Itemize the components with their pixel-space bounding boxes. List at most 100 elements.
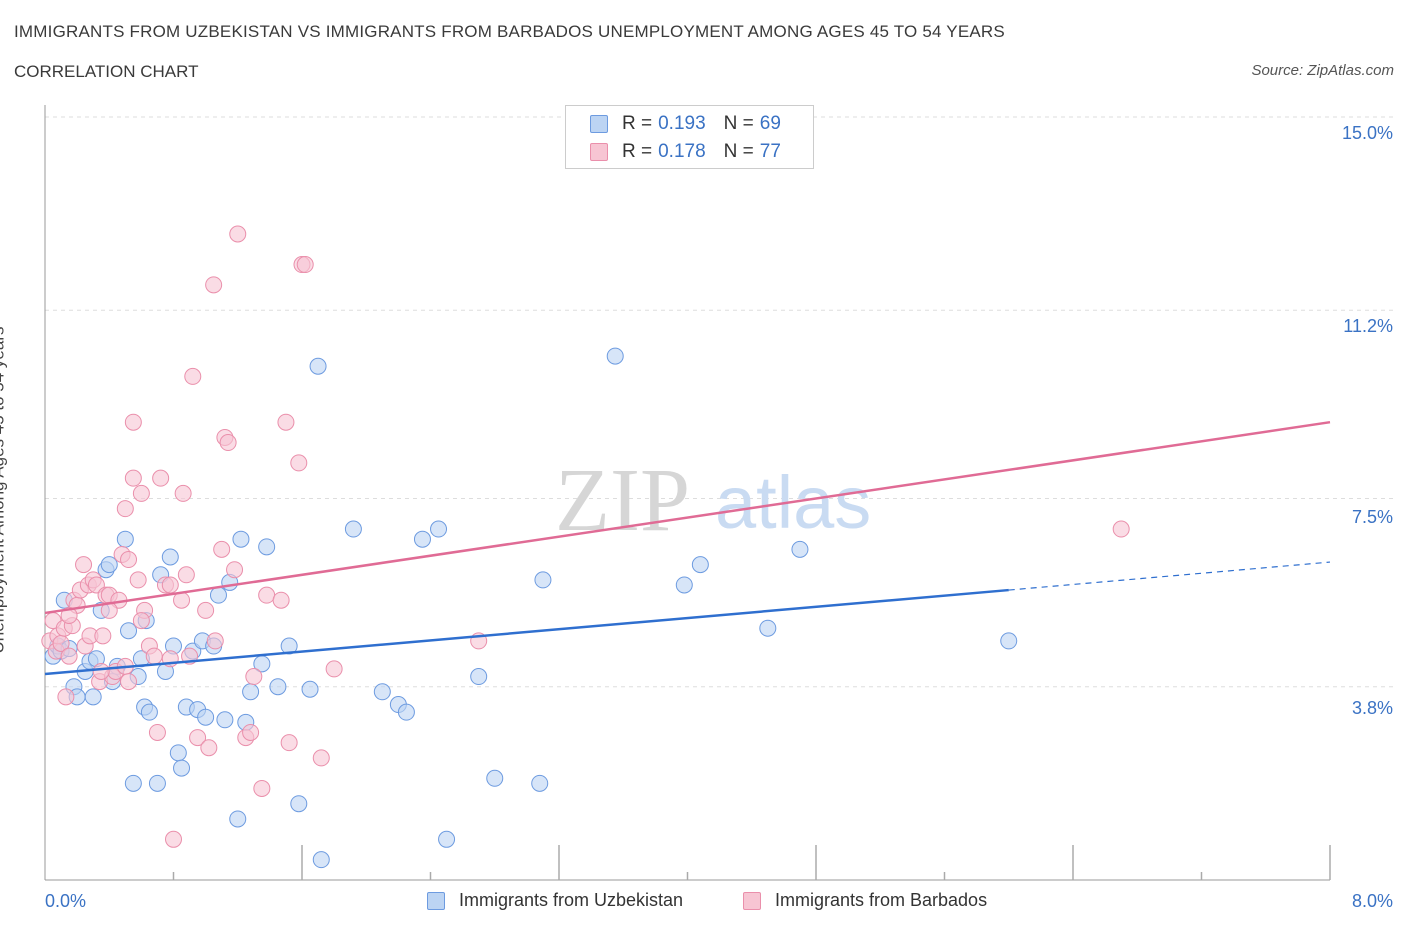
barbados-point xyxy=(124,469,142,487)
barbados-point xyxy=(245,668,263,686)
y-tick-label: 3.8% xyxy=(1351,698,1393,718)
uzbekistan-point xyxy=(197,708,215,726)
barbados-point xyxy=(60,647,78,665)
uzbekistan-point xyxy=(269,678,287,696)
barbados-point xyxy=(1112,520,1130,538)
uzbekistan-point xyxy=(373,683,391,701)
barbados-point xyxy=(296,256,314,274)
r-label: R = xyxy=(622,141,653,162)
legend-item-barbados[interactable]: Immigrants from Barbados xyxy=(743,890,987,911)
barbados-point xyxy=(242,723,260,741)
uzbekistan-point xyxy=(148,774,166,792)
barbados-point xyxy=(124,413,142,431)
uzbekistan-point xyxy=(169,744,187,762)
uzbekistan-point xyxy=(413,530,431,548)
uzbekistan-swatch xyxy=(427,891,445,910)
barbados-point xyxy=(120,551,138,569)
uzbekistan-point xyxy=(312,851,330,869)
n-value: 69 xyxy=(759,113,781,134)
barbados-point xyxy=(312,749,330,767)
uzbekistan-point xyxy=(397,703,415,721)
barbados-point xyxy=(165,830,182,848)
barbados-point xyxy=(206,632,224,650)
legend-row-uzbekistan: R = 0.193 N = 69 xyxy=(590,113,781,134)
barbados-point xyxy=(272,591,290,609)
barbados-point xyxy=(280,734,298,752)
uzbekistan-point xyxy=(301,680,319,698)
uzbekistan-point xyxy=(140,703,158,721)
x-tick-label: 0.0% xyxy=(45,891,87,911)
barbados-swatch xyxy=(743,891,761,910)
barbados-point xyxy=(132,612,150,630)
barbados-point xyxy=(253,779,271,797)
axes xyxy=(44,105,1331,881)
barbados-point xyxy=(161,576,179,594)
uzbekistan-point xyxy=(1000,632,1018,650)
chart-title: IMMIGRANTS FROM UZBEKISTAN VS IMMIGRANTS… xyxy=(14,22,1005,41)
n-label: N = xyxy=(723,141,754,162)
barbados-point xyxy=(229,225,247,243)
barbados-point xyxy=(129,571,147,589)
uzbekistan-trend-line xyxy=(44,588,1009,676)
barbados-point xyxy=(213,540,231,558)
uzbekistan-point xyxy=(531,774,549,792)
barbados-point xyxy=(219,434,237,452)
uzbekistan-point xyxy=(229,810,247,828)
source-credit: Source: ZipAtlas.com xyxy=(1251,62,1394,79)
uzbekistan-point xyxy=(309,357,327,375)
barbados-point xyxy=(226,561,244,579)
uzbekistan-point xyxy=(606,347,624,365)
uzbekistan-point xyxy=(691,556,709,574)
barbados-point xyxy=(325,660,343,678)
barbados-point xyxy=(120,673,138,691)
uzbekistan-point xyxy=(430,520,448,538)
barbados-swatch xyxy=(590,143,608,161)
y-tick-label: 11.2% xyxy=(1343,316,1393,336)
barbados-point xyxy=(197,601,215,619)
uzbekistan-point xyxy=(209,586,227,604)
uzbekistan-point xyxy=(280,637,298,655)
uzbekistan-point xyxy=(100,556,118,574)
stats-legend: R = 0.193 N = 69 R = 0.178 N = 77 xyxy=(565,105,814,169)
uzbekistan-point xyxy=(258,538,276,556)
y-tick-label: 15.0% xyxy=(1341,123,1393,143)
uzbekistan-point xyxy=(173,759,191,777)
barbados-point xyxy=(258,586,276,604)
barbados-trend-line xyxy=(44,420,1331,615)
barbados-point xyxy=(290,454,308,472)
uzbekistan-point xyxy=(486,769,504,787)
grid-lines xyxy=(45,116,1395,688)
uzbekistan-point xyxy=(124,774,142,792)
uzbekistan-point xyxy=(470,668,488,686)
uzbekistan-point xyxy=(161,548,179,566)
barbados-point xyxy=(189,729,207,747)
chart-subtitle: CORRELATION CHART xyxy=(14,62,199,81)
barbados-point xyxy=(116,500,134,518)
uzbekistan-point xyxy=(290,795,308,813)
uzbekistan-point xyxy=(242,683,260,701)
uzbekistan-point xyxy=(534,571,552,589)
barbados-point xyxy=(174,484,192,502)
legend-item-uzbekistan[interactable]: Immigrants from Uzbekistan xyxy=(427,890,683,911)
uzbekistan-point xyxy=(344,520,362,538)
uzbekistan-point xyxy=(438,830,456,848)
legend-label: Immigrants from Uzbekistan xyxy=(459,890,684,910)
r-value: 0.178 xyxy=(658,141,706,162)
trend-lines xyxy=(44,420,1331,676)
barbados-point xyxy=(57,688,75,706)
barbados-point xyxy=(145,647,163,665)
barbados-point xyxy=(200,739,218,757)
legend-row-barbados: R = 0.178 N = 77 xyxy=(590,141,781,162)
uzbekistan-point xyxy=(675,576,693,594)
barbados-point xyxy=(177,566,195,584)
uzbekistan-point xyxy=(791,540,809,558)
barbados-point xyxy=(60,606,78,624)
barbados-point xyxy=(277,413,295,431)
x-tick-label: 8.0% xyxy=(1351,891,1393,911)
barbados-point xyxy=(75,556,93,574)
barbados-point xyxy=(92,662,110,680)
barbados-point xyxy=(205,276,223,294)
uzbekistan-point xyxy=(116,530,134,548)
y-tick-label: 7.5% xyxy=(1351,507,1393,527)
